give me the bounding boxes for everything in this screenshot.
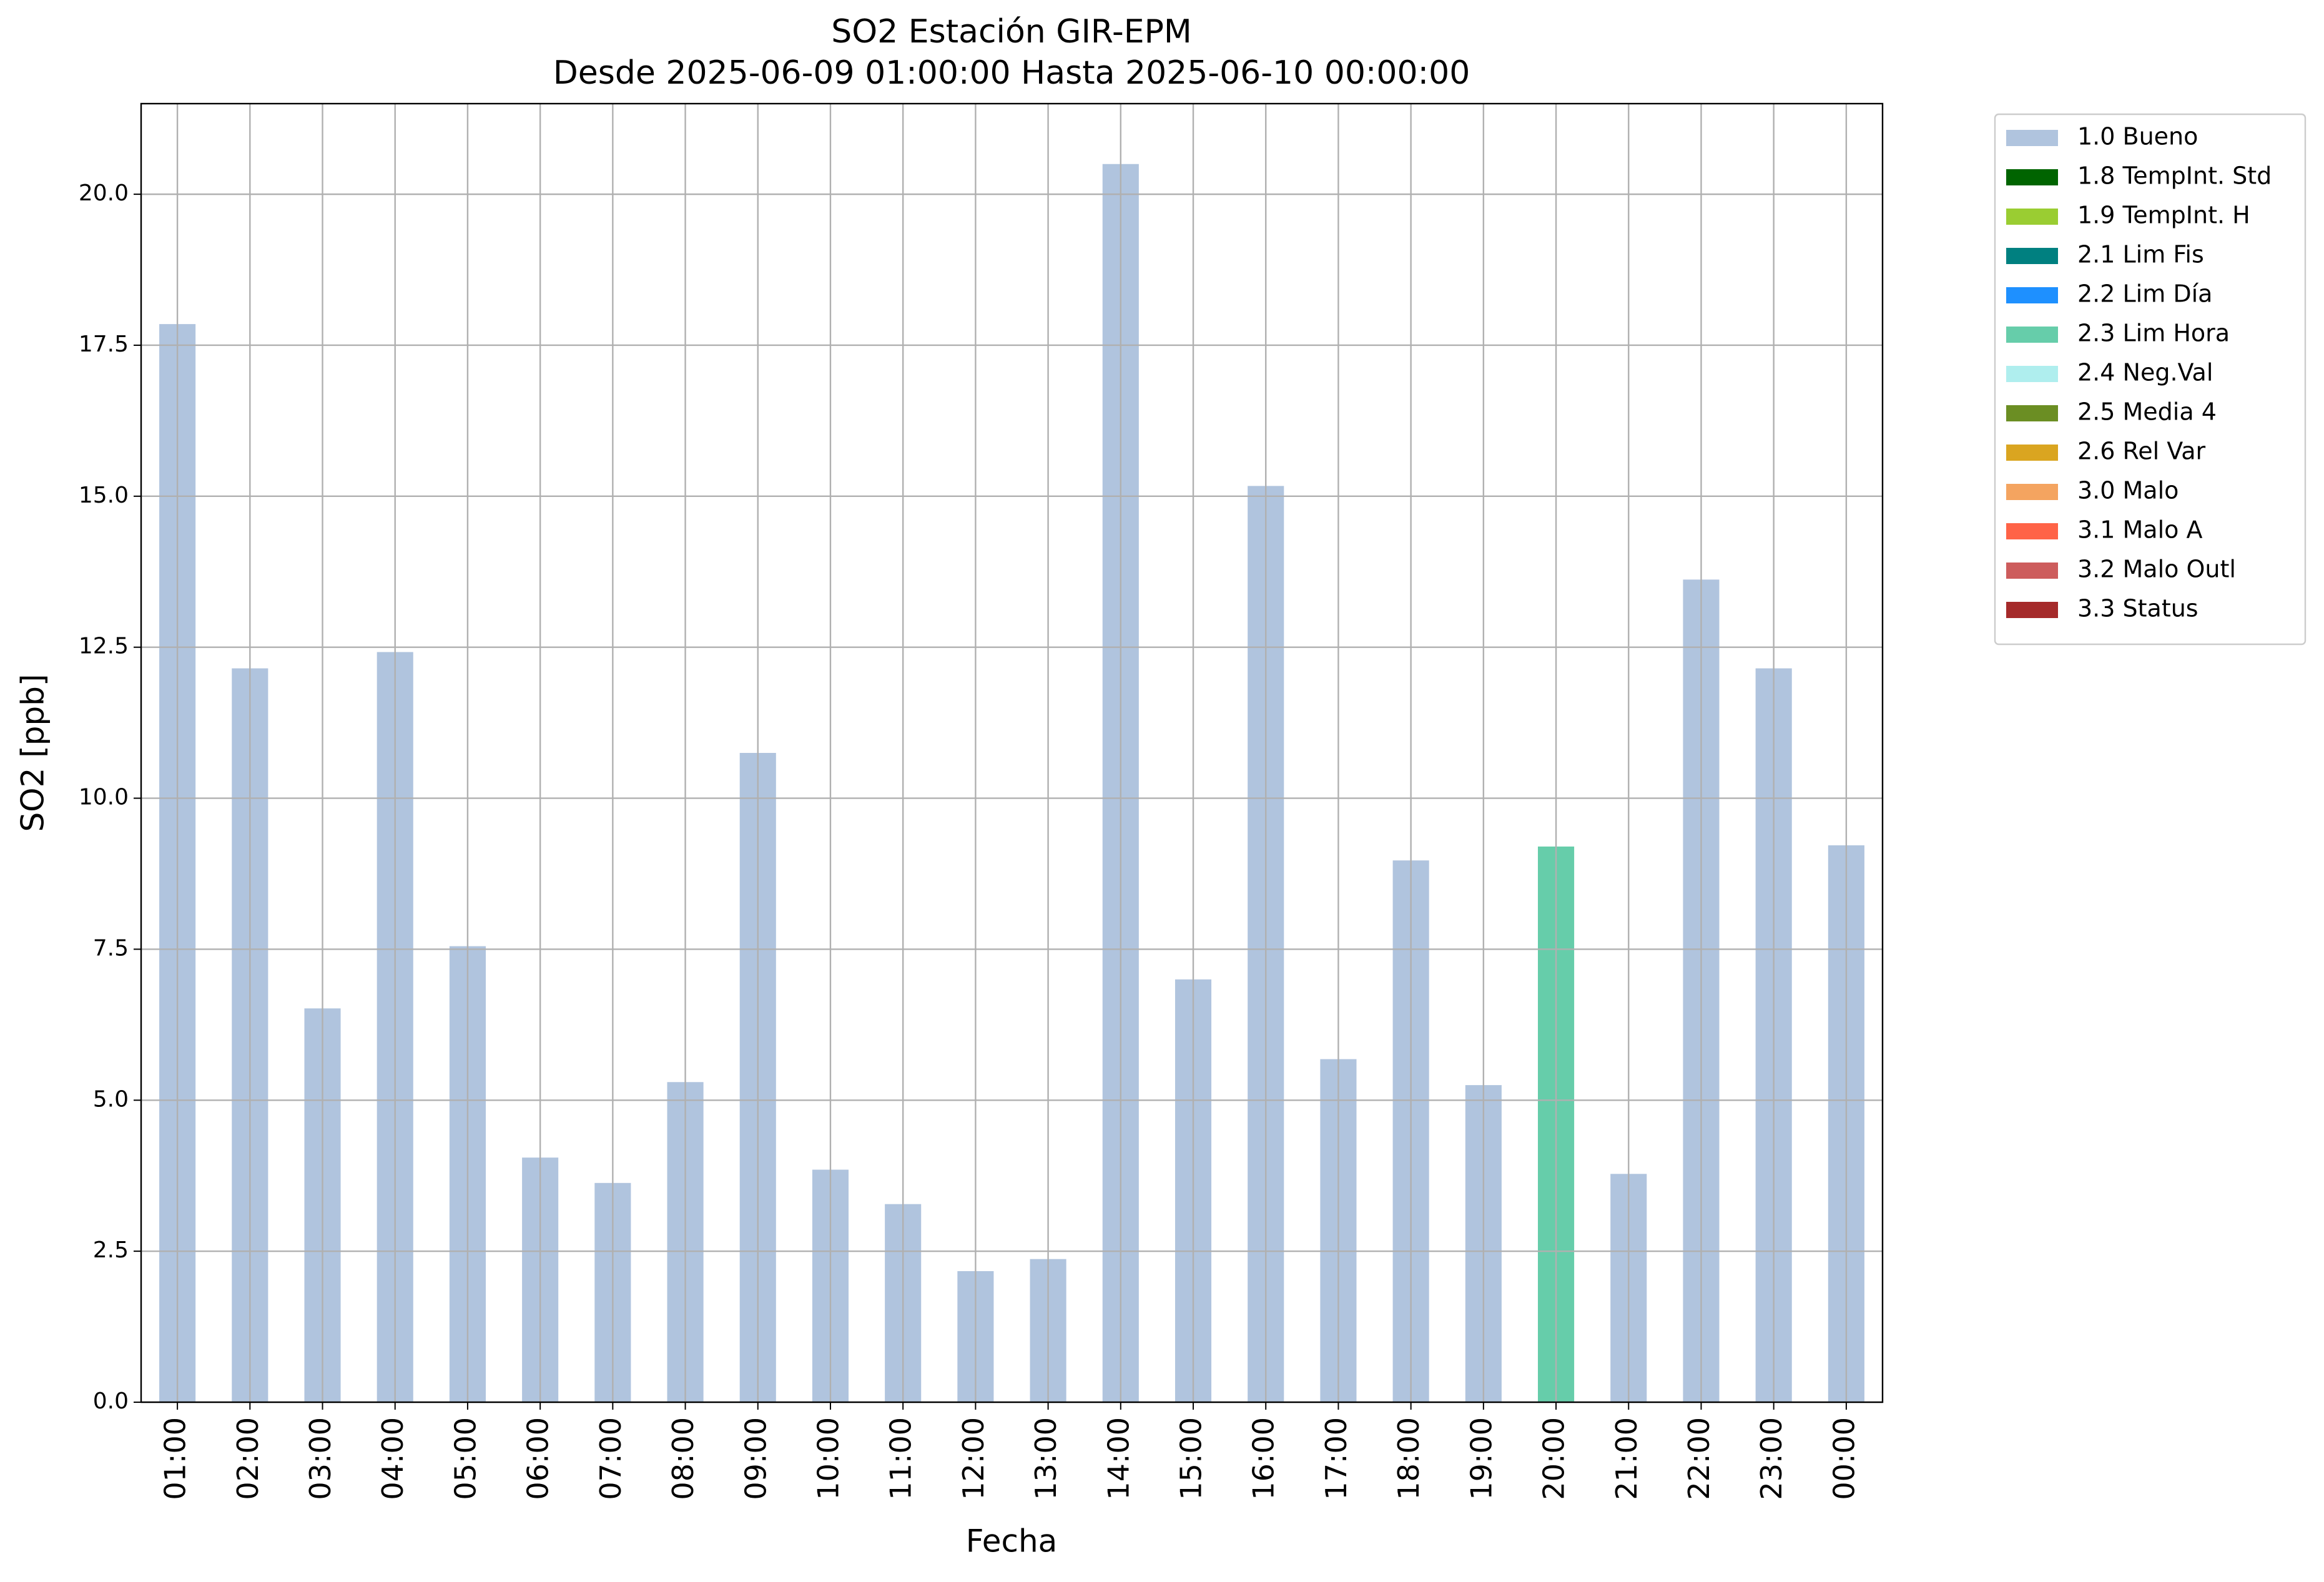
y-tick-label: 10.0 xyxy=(79,785,129,810)
x-tick-label: 03:00 xyxy=(303,1417,337,1500)
y-axis-label: SO2 [ppb] xyxy=(15,674,51,832)
legend-swatch xyxy=(2006,484,2058,500)
legend-swatch xyxy=(2006,602,2058,618)
x-tick-label: 12:00 xyxy=(957,1417,990,1500)
y-tick-label: 2.5 xyxy=(93,1237,129,1263)
legend-label: 2.3 Lim Hora xyxy=(2077,320,2230,347)
legend-swatch xyxy=(2006,405,2058,421)
x-tick-label: 14:00 xyxy=(1101,1417,1135,1500)
legend-label: 2.5 Media 4 xyxy=(2077,398,2217,426)
legend-label: 2.4 Neg.Val xyxy=(2077,359,2213,386)
legend-label: 1.9 TempInt. H xyxy=(2077,202,2250,229)
x-tick-label: 05:00 xyxy=(448,1417,482,1500)
legend-swatch xyxy=(2006,130,2058,146)
y-tick-label: 15.0 xyxy=(79,483,129,508)
legend-label: 3.2 Malo Outl xyxy=(2077,556,2236,583)
legend-swatch xyxy=(2006,327,2058,343)
x-tick-label: 07:00 xyxy=(594,1417,628,1500)
x-tick-label: 18:00 xyxy=(1392,1417,1425,1500)
x-tick-label: 10:00 xyxy=(811,1417,845,1500)
legend-label: 3.3 Status xyxy=(2077,595,2198,622)
x-tick-label: 08:00 xyxy=(666,1417,700,1500)
y-tick-label: 0.0 xyxy=(93,1388,129,1414)
legend-box xyxy=(1994,113,2307,646)
legend-label: 1.0 Bueno xyxy=(2077,123,2198,150)
y-tick-label: 7.5 xyxy=(93,935,129,961)
legend-swatch xyxy=(2006,287,2058,303)
x-tick-label: 16:00 xyxy=(1247,1417,1281,1500)
legend-swatch xyxy=(2006,209,2058,225)
x-tick-label: 09:00 xyxy=(739,1417,772,1500)
x-tick-label: 01:00 xyxy=(159,1417,192,1500)
legend-swatch xyxy=(2006,169,2058,185)
chart-subtitle: Desde 2025-06-09 01:00:00 Hasta 2025-06-… xyxy=(553,54,1470,92)
chart-title: SO2 Estación GIR-EPM xyxy=(831,13,1192,51)
x-tick-label: 13:00 xyxy=(1029,1417,1063,1500)
x-tick-label: 02:00 xyxy=(231,1417,265,1500)
y-tick-label: 12.5 xyxy=(79,634,129,659)
x-tick-label: 15:00 xyxy=(1174,1417,1208,1500)
x-tick-label: 00:00 xyxy=(1827,1417,1861,1500)
legend-swatch xyxy=(2006,523,2058,539)
legend-label: 3.0 Malo xyxy=(2077,477,2179,504)
x-tick-label: 06:00 xyxy=(521,1417,555,1500)
legend-label: 2.1 Lim Fis xyxy=(2077,241,2204,268)
x-tick-label: 23:00 xyxy=(1755,1417,1788,1500)
y-tick-label: 5.0 xyxy=(93,1086,129,1112)
legend-label: 2.2 Lim Día xyxy=(2077,280,2212,308)
x-tick-label: 04:00 xyxy=(376,1417,410,1500)
plot-frame xyxy=(140,102,1884,1403)
x-tick-label: 20:00 xyxy=(1537,1417,1571,1500)
x-tick-label: 22:00 xyxy=(1682,1417,1716,1500)
y-tick-label: 17.5 xyxy=(79,332,129,357)
legend-label: 1.8 TempInt. Std xyxy=(2077,162,2272,190)
x-tick-label: 11:00 xyxy=(884,1417,918,1500)
y-tick-label: 20.0 xyxy=(79,180,129,206)
x-tick-label: 19:00 xyxy=(1464,1417,1498,1500)
legend-label: 2.6 Rel Var xyxy=(2077,438,2206,465)
legend-swatch xyxy=(2006,563,2058,579)
x-axis-label: Fecha xyxy=(966,1523,1058,1560)
x-tick-label: 17:00 xyxy=(1319,1417,1353,1500)
x-tick-label: 21:00 xyxy=(1610,1417,1643,1500)
legend-label: 3.1 Malo A xyxy=(2077,516,2202,544)
legend-swatch xyxy=(2006,366,2058,382)
legend-swatch xyxy=(2006,248,2058,264)
legend-swatch xyxy=(2006,445,2058,461)
